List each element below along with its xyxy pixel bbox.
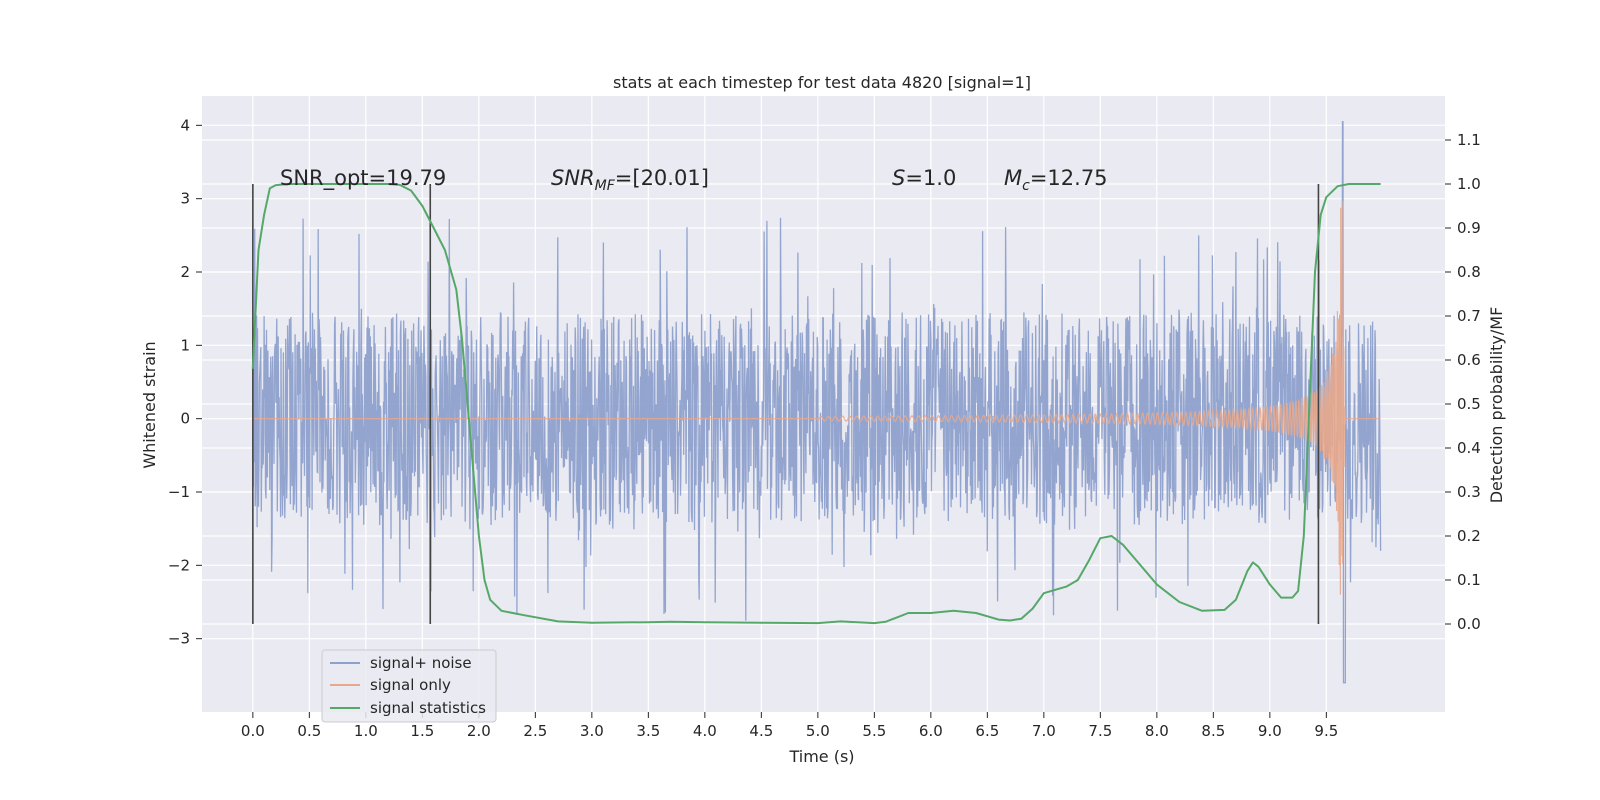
y2-tick-label: 0.0 — [1457, 615, 1481, 633]
noise-trace — [252, 121, 1382, 684]
x-tick-label: 6.0 — [919, 722, 943, 740]
y-tick-label: 3 — [180, 190, 190, 208]
x-tick-label: 2.0 — [467, 722, 491, 740]
legend-box — [321, 649, 497, 723]
x-tick-label: 1.0 — [354, 722, 378, 740]
y2-tick-label: 0.3 — [1457, 483, 1481, 501]
y2-tick-label: 1.0 — [1457, 175, 1481, 193]
x-tick-label: 8.5 — [1201, 722, 1225, 740]
y2-tick-label: 1.1 — [1457, 131, 1481, 149]
chart-title: stats at each timestep for test data 482… — [613, 73, 1031, 92]
y2-tick-label: 0.7 — [1457, 307, 1481, 325]
legend-label-noise: signal+ noise — [370, 654, 472, 672]
annotation-s-value: S=1.0 — [892, 166, 956, 190]
x-axis-label: Time (s) — [788, 747, 854, 766]
y-tick-label: −1 — [168, 483, 190, 501]
x-tick-label: 8.0 — [1145, 722, 1169, 740]
y2-tick-label: 0.8 — [1457, 263, 1481, 281]
x-tick-label: 4.0 — [693, 722, 717, 740]
y2-tick-label: 0.1 — [1457, 571, 1481, 589]
vertical-markers — [252, 184, 1320, 624]
x-tick-label: 9.5 — [1314, 722, 1338, 740]
x-tick-label: 5.5 — [862, 722, 886, 740]
y-axis-label: Whitened strain — [140, 341, 159, 468]
series-signal-noise — [252, 121, 1382, 684]
y2-tick-label: 0.5 — [1457, 395, 1481, 413]
legend: signal+ noise signal only signal statist… — [321, 649, 497, 723]
x-tick-label: 5.0 — [806, 722, 830, 740]
y2-axis-label: Detection probability/MF — [1487, 307, 1506, 504]
y-tick-label: −3 — [168, 630, 190, 648]
signal-trace — [252, 200, 1381, 595]
y2-tick-label: 0.9 — [1457, 219, 1481, 237]
x-tick-label: 3.5 — [636, 722, 660, 740]
annotation-chirp-mass: Mc=12.75 — [1004, 166, 1108, 194]
y-tick-label: 2 — [180, 263, 190, 281]
x-tick-label: 0.0 — [241, 722, 265, 740]
y2-tick-label: 0.6 — [1457, 351, 1481, 369]
series-signal-only — [252, 200, 1381, 595]
y2-axis-ticks: 1.1 1.0 0.9 0.8 0.7 0.6 0.5 0.4 0.3 0.2 0.1 0.0 — [1445, 131, 1481, 633]
x-tick-label: 2.5 — [523, 722, 547, 740]
annotation-snr-opt: SNR_opt=19.79 — [280, 166, 446, 191]
annotation-snr-mf: SNRMF=[20.01] — [551, 166, 709, 194]
y-axis-ticks: 4 3 2 1 0 −1 −2 −3 — [168, 116, 202, 648]
x-tick-label: 0.5 — [297, 722, 321, 740]
x-tick-label: 7.0 — [1032, 722, 1056, 740]
x-tick-label: 6.5 — [975, 722, 999, 740]
x-axis-ticks: 0.0 0.5 1.0 1.5 2.0 2.5 3.0 3.5 4.0 4.5 5.0 5.5 6.0 6… — [241, 712, 1338, 740]
legend-label-signal: signal only — [370, 676, 451, 694]
y-tick-label: 4 — [180, 116, 190, 134]
y2-tick-label: 0.2 — [1457, 527, 1481, 545]
x-tick-label: 1.5 — [410, 722, 434, 740]
series-signal-statistics — [251, 183, 1381, 625]
y-tick-label: −2 — [168, 556, 190, 574]
statistics-line — [251, 183, 1381, 625]
x-tick-label: 7.5 — [1088, 722, 1112, 740]
x-tick-label: 9.0 — [1258, 722, 1282, 740]
x-tick-label: 4.5 — [749, 722, 773, 740]
y-tick-label: 1 — [180, 336, 190, 354]
y-tick-label: 0 — [180, 410, 190, 428]
y2-tick-label: 0.4 — [1457, 439, 1481, 457]
legend-label-stats: signal statistics — [370, 699, 486, 717]
x-tick-label: 3.0 — [580, 722, 604, 740]
